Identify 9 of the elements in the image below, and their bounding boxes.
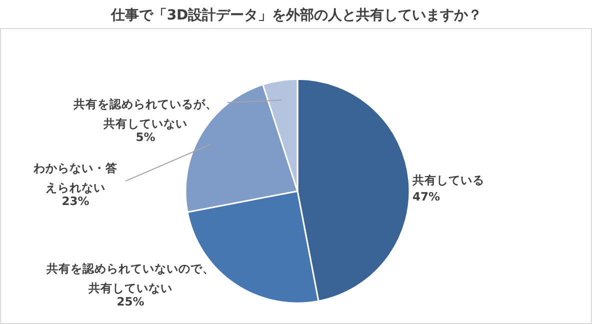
data-label: 25% [116, 294, 145, 308]
chart-title: 仕事で「3D設計データ」を外部の人と共有していますか？ [110, 6, 482, 24]
slice-label: 共有している [412, 172, 484, 187]
data-label: 23% [62, 194, 90, 208]
slice-label: わからない・答えられない [32, 160, 118, 195]
slice-label: 共有を認められていないので、共有していない [46, 261, 214, 296]
data-label: 47% [412, 189, 441, 204]
slice-label: 共有を認められているが、共有していない [72, 97, 218, 131]
data-label: 5% [136, 130, 156, 144]
